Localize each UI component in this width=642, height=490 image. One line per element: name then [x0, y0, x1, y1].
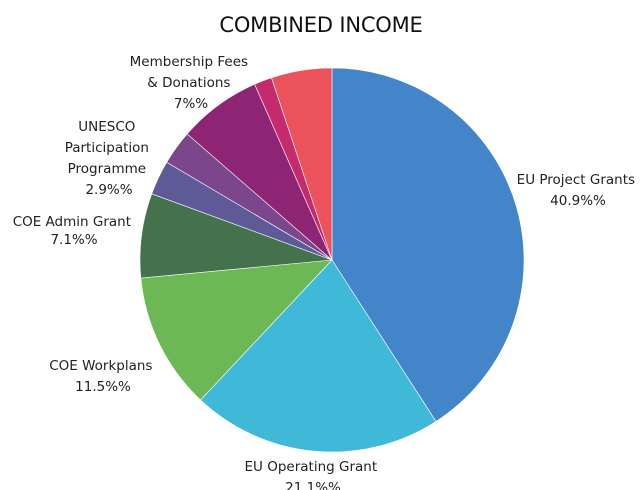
chart-title: COMBINED INCOME [219, 13, 423, 37]
slice-unlabeled-8 [271, 67, 333, 261]
slice-coe-workplans [140, 259, 333, 401]
label-eu-project-grants: EU Project Grants 40.9%% [517, 172, 640, 209]
label-membership-fees: Membership Fees & Donations 7%% [130, 54, 253, 112]
label-unesco-participation: UNESCO Participation Programme 2.9%% [65, 119, 154, 198]
slice-eu-operating-grant [200, 259, 437, 453]
label-eu-operating-grant: EU Operating Grant 21.1%% [245, 459, 382, 490]
label-coe-workplans: COE Workplans 11.5%% [49, 358, 157, 395]
label-coe-admin-grant: COE Admin Grant 7.1%% [13, 214, 136, 248]
pie-slices [139, 67, 525, 453]
pie-labels: EU Project Grants 40.9%% EU Operating Gr… [13, 54, 640, 490]
slice-eu-project-grants [331, 67, 525, 422]
